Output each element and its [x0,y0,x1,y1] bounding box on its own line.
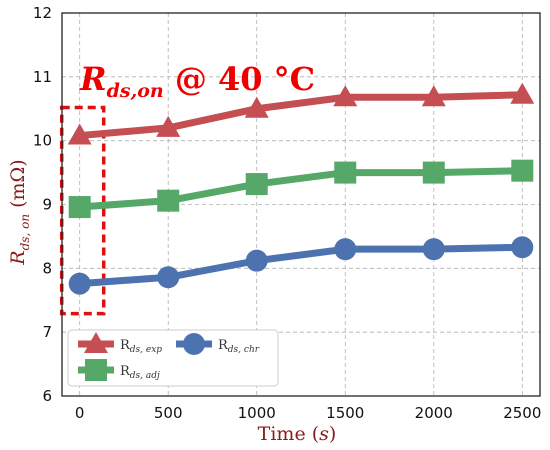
x-tick-label: 1000 [238,404,276,422]
series-line-triangle [76,91,526,140]
y-tick-label: 8 [42,259,52,277]
data-point-triangle [156,115,181,137]
legend-label-sub: ds, adj [130,371,160,381]
data-point-square [157,189,180,212]
legend-label-main: R [120,338,131,353]
x-axis-title-var: s [319,423,329,445]
series-layer [67,82,535,295]
data-point-square [68,196,91,219]
annotation-main: R [79,60,107,98]
data-point-triangle [510,82,535,104]
annotation-rest: @ 40 °C [164,60,315,98]
data-point-circle [245,249,268,272]
y-tick-label: 11 [33,68,52,86]
y-axis-title-sub: ds, on [18,214,32,250]
data-point-circle [68,272,91,295]
y-tick-label: 12 [33,4,52,22]
x-tick-label: 1500 [326,404,364,422]
x-tick-label: 2000 [415,404,453,422]
y-tick-label: 10 [33,132,52,150]
legend-label-main: R [218,338,229,353]
data-point-circle [157,266,180,289]
data-point-circle [511,236,534,259]
data-point-square [245,173,268,196]
legend-marker-square [85,359,107,381]
x-tick-label: 0 [75,404,85,422]
y-axis-title-main: R [7,250,29,265]
plot-frame [61,12,541,397]
ticks-layer: 0 500 1000 1500 2000 2500 6 7 8 9 10 11 12 [33,4,541,422]
legend-label: Rds, chr [218,338,260,355]
annotation-sub: ds,on [107,80,164,102]
series-line-circle [76,243,526,288]
legend-label: Rds, exp [120,338,162,355]
legend-frame [67,329,279,387]
y-axis-title-rest: (mΩ) [7,159,29,214]
data-point-square [511,159,534,182]
series-line-square [76,167,526,211]
x-axis-title-main: Time ( [258,423,319,445]
data-point-circle [422,238,445,261]
x-axis-title-end: ) [329,423,336,445]
data-point-circle [334,238,357,261]
y-tick-label: 9 [42,196,52,214]
chart-annotation: Rds,on @ 40 °C [79,60,315,102]
data-point-triangle [244,96,269,118]
y-tick-label: 7 [42,323,52,341]
y-axis-title: Rds, on (mΩ) [7,159,32,265]
y-tick-label: 6 [42,387,52,405]
data-point-square [422,161,445,184]
x-tick-label: 500 [154,404,183,422]
legend-label-sub: ds, exp [130,345,163,355]
legend-marker-triangle [84,332,108,353]
legend-marker-circle [183,333,205,355]
data-point-triangle [67,123,92,145]
data-point-triangle [333,85,358,107]
legend-label: Rds, adj [120,364,160,381]
data-point-square [334,161,357,184]
legend-label-main: R [120,364,131,379]
x-axis-title: Time (s) [258,423,337,445]
x-tick-label: 2500 [503,404,541,422]
legend-label-sub: ds, chr [228,345,260,355]
data-point-triangle [421,85,446,107]
